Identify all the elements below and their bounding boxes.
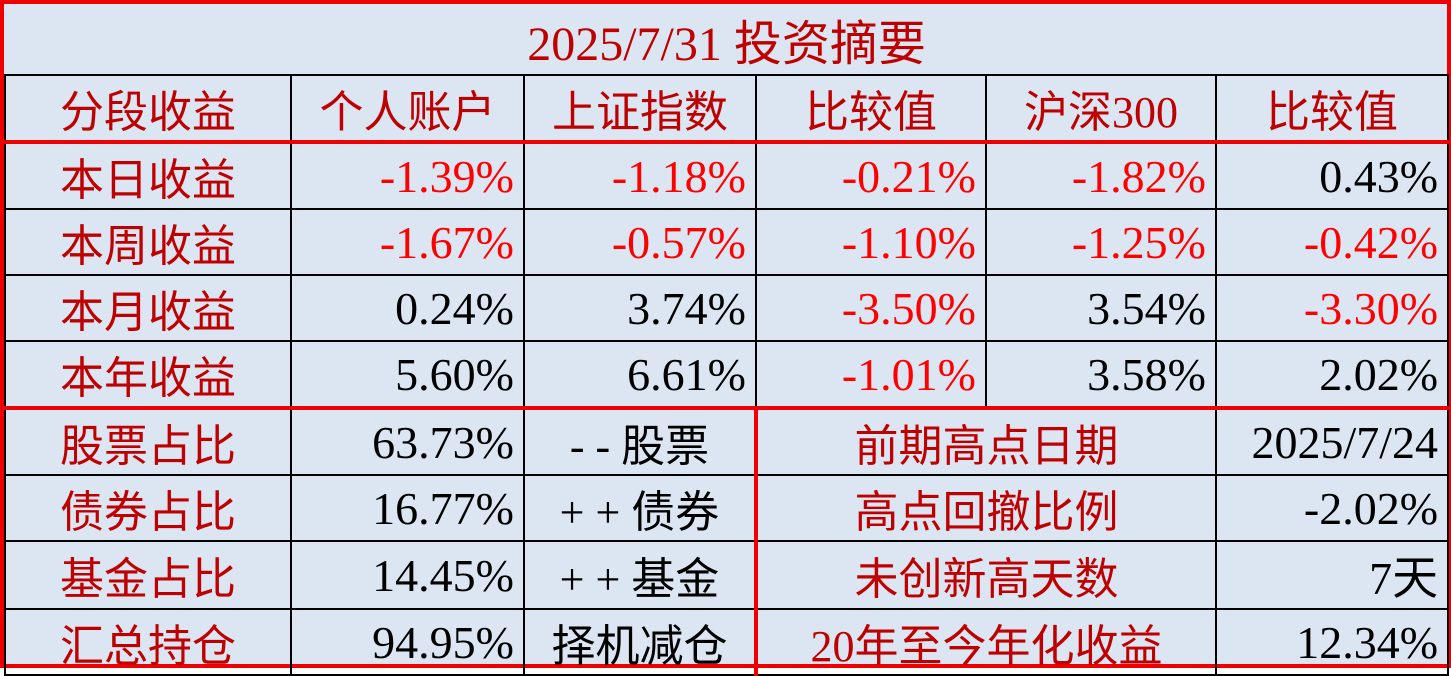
value-cell: -1.10% bbox=[755, 208, 987, 276]
summary-label: 未创新高天数 bbox=[754, 540, 1217, 610]
title-row: 2025/7/31 投资摘要 bbox=[5, 4, 1449, 76]
value-cell: 3.54% bbox=[985, 274, 1217, 342]
metric-label: 股票占比 bbox=[4, 407, 292, 476]
metric-label: 汇总持仓 bbox=[4, 608, 292, 676]
metric-label: 本年收益 bbox=[4, 340, 292, 410]
metric-label: 本月收益 bbox=[4, 274, 292, 342]
summary-value-cell: 12.34% bbox=[1214, 608, 1450, 676]
value-cell: 5.60% bbox=[290, 340, 525, 410]
value-cell: -1.39% bbox=[290, 141, 525, 210]
table-row-stock-allocation: 股票占比 63.73% - - 股票 前期高点日期 2025/7/24 bbox=[4, 407, 1450, 476]
table-row-monthly-return: 本月收益 0.24% 3.74% -3.50% 3.54% -3.30% bbox=[4, 274, 1450, 342]
value-cell: -3.30% bbox=[1214, 274, 1450, 342]
column-header-csi300: 沪深300 bbox=[985, 74, 1217, 144]
metric-label: 债券占比 bbox=[4, 474, 292, 542]
signal-cell: 择机减仓 bbox=[523, 608, 758, 676]
table-row-weekly-return: 本周收益 -1.67% -0.57% -1.10% -1.25% -0.42% bbox=[4, 208, 1450, 276]
value-cell: -0.21% bbox=[755, 141, 987, 210]
value-cell: -1.18% bbox=[523, 141, 757, 210]
value-cell: 63.73% bbox=[290, 407, 525, 476]
investment-summary-table: 2025/7/31 投资摘要 分段收益 个人账户 上证指数 比较值 沪深300 … bbox=[4, 4, 1450, 676]
metric-label: 本周收益 bbox=[4, 208, 292, 276]
table-row-daily-return: 本日收益 -1.39% -1.18% -0.21% -1.82% 0.43% bbox=[4, 141, 1450, 210]
value-cell: 0.43% bbox=[1214, 141, 1450, 210]
value-cell: 2.02% bbox=[1214, 340, 1450, 410]
value-cell: 94.95% bbox=[290, 608, 525, 676]
value-cell: 16.77% bbox=[290, 474, 525, 542]
header-row: 分段收益 个人账户 上证指数 比较值 沪深300 比较值 bbox=[4, 74, 1450, 144]
signal-cell: + + 债券 bbox=[523, 474, 758, 542]
column-header-sse-index: 上证指数 bbox=[523, 74, 757, 144]
table-row-fund-allocation: 基金占比 14.45% + + 基金 未创新高天数 7天 bbox=[4, 540, 1450, 610]
metric-label: 本日收益 bbox=[4, 141, 292, 210]
value-cell: -1.25% bbox=[985, 208, 1217, 276]
value-cell: -1.67% bbox=[290, 208, 525, 276]
signal-cell: - - 股票 bbox=[523, 407, 758, 476]
summary-value-cell: -2.02% bbox=[1214, 474, 1450, 542]
value-cell: 14.45% bbox=[290, 540, 525, 610]
value-cell: 3.58% bbox=[985, 340, 1217, 410]
column-header-segment-return: 分段收益 bbox=[4, 74, 292, 144]
value-cell: -0.57% bbox=[523, 208, 757, 276]
summary-value-cell: 2025/7/24 bbox=[1214, 407, 1450, 476]
value-cell: -1.01% bbox=[755, 340, 987, 410]
metric-label: 基金占比 bbox=[4, 540, 292, 610]
value-cell: -3.50% bbox=[755, 274, 987, 342]
table-row-total-position: 汇总持仓 94.95% 择机减仓 20年至今年化收益 12.34% bbox=[4, 608, 1450, 676]
column-header-personal-account: 个人账户 bbox=[290, 74, 525, 144]
summary-value-cell: 7天 bbox=[1214, 540, 1450, 610]
table-row-bond-allocation: 债券占比 16.77% + + 债券 高点回撤比例 -2.02% bbox=[4, 474, 1450, 542]
value-cell: -0.42% bbox=[1214, 208, 1450, 276]
value-cell: -1.82% bbox=[985, 141, 1217, 210]
table-row-yearly-return: 本年收益 5.60% 6.61% -1.01% 3.58% 2.02% bbox=[4, 340, 1450, 410]
summary-label: 前期高点日期 bbox=[754, 407, 1217, 476]
value-cell: 0.24% bbox=[290, 274, 525, 342]
signal-cell: + + 基金 bbox=[523, 540, 758, 610]
column-header-comparison-1: 比较值 bbox=[755, 74, 987, 144]
column-header-comparison-2: 比较值 bbox=[1214, 74, 1450, 144]
value-cell: 3.74% bbox=[523, 274, 757, 342]
table-title: 2025/7/31 投资摘要 bbox=[5, 4, 1449, 76]
summary-label: 高点回撤比例 bbox=[754, 474, 1217, 542]
value-cell: 6.61% bbox=[523, 340, 757, 410]
summary-label: 20年至今年化收益 bbox=[754, 608, 1217, 676]
